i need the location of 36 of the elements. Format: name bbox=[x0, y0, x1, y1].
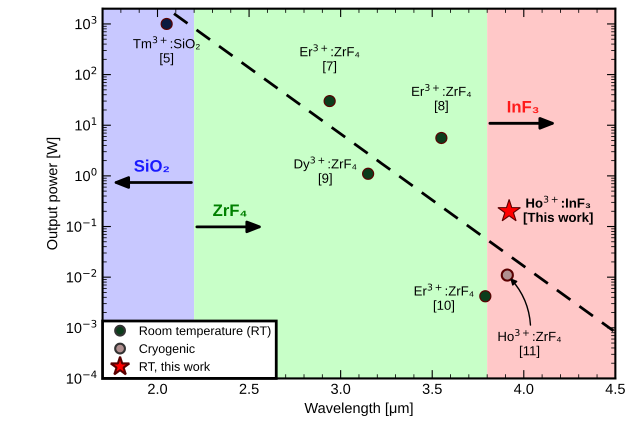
annotation: Er$^{3+}$:ZrF₄ [7] bbox=[300, 44, 360, 74]
annotation: Ho$^{3+}$:ZrF₄ [11] bbox=[498, 329, 562, 358]
annotation: Er$^{3+}$:ZrF₄ [10] bbox=[414, 284, 474, 313]
annotation: Er$^{3+}$:ZrF₄ [8] bbox=[412, 84, 472, 113]
x-tick-label: 3.0 bbox=[331, 384, 350, 394]
y-tick-label: 10$^{1}$ bbox=[75, 117, 96, 131]
x-tick-label: 4.0 bbox=[514, 384, 534, 394]
x-tick-label: 2.0 bbox=[148, 384, 168, 394]
x-tick-label: 2.5 bbox=[240, 384, 259, 394]
band-label: InF₃ bbox=[508, 101, 538, 114]
y-tick-label: 10$^{−1}$ bbox=[66, 218, 96, 232]
annotation: Ho$^{3+}$:InF₃ [This work] bbox=[524, 196, 593, 225]
point bbox=[324, 94, 336, 108]
band-label: SiO₂ bbox=[134, 160, 170, 172]
y-tick-label: 10$^{−4}$ bbox=[66, 370, 97, 384]
band-label: ZrF₄ bbox=[213, 204, 247, 217]
y-tick-label: 10$^{3}$ bbox=[75, 16, 96, 30]
legend-label: RT, this work bbox=[140, 362, 210, 372]
legend-label: Room temperature (RT) bbox=[140, 326, 270, 338]
point bbox=[435, 132, 448, 144]
y-tick-label: 10$^{0}$ bbox=[75, 168, 97, 182]
x-tick-label: 3.5 bbox=[422, 384, 442, 394]
legend-label: Cryogenic bbox=[139, 344, 195, 356]
y-tick-label: 10$^{−2}$ bbox=[66, 269, 96, 282]
y-tick-label: 10$^{2}$ bbox=[75, 66, 96, 80]
annotation: Dy$^{3+}$:ZrF₄ [9] bbox=[294, 156, 356, 186]
point bbox=[500, 268, 514, 282]
point bbox=[362, 168, 374, 180]
annotation: Tm$^{3+}$:SiO₂ [5] bbox=[133, 36, 200, 66]
point bbox=[160, 18, 173, 30]
point bbox=[497, 198, 521, 222]
y-axis-title: Output power [W] bbox=[46, 138, 60, 250]
x-axis-title: Wavelength [μm] bbox=[304, 402, 413, 416]
point bbox=[479, 290, 492, 302]
x-tick-label: 4.5 bbox=[606, 384, 625, 394]
y-tick-label: 10$^{−3}$ bbox=[66, 320, 96, 334]
